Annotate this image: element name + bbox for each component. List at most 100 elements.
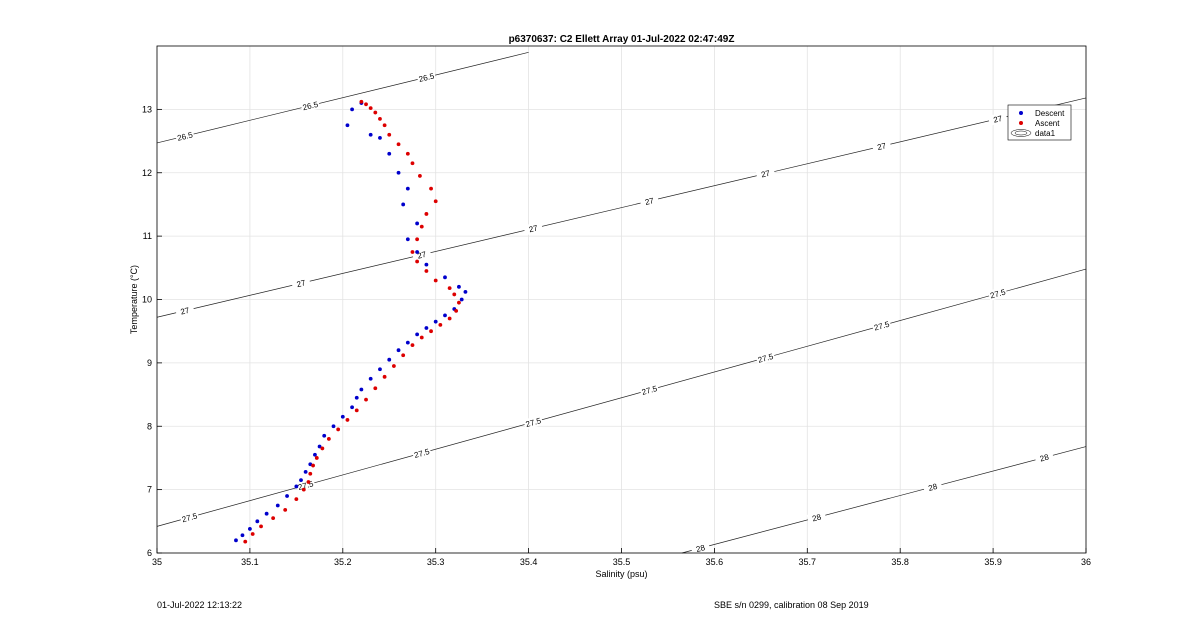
ascent-point [294,497,299,502]
descent-point [368,376,373,381]
descent-point [275,503,280,508]
legend-contour-icon-inner [1014,130,1028,136]
ascent-point [447,286,452,290]
contour-label-bg [755,350,776,366]
series-descent [234,101,468,543]
contour-label: 28 [695,543,706,554]
contour-label-bg [1034,450,1055,465]
descent-point [457,284,461,289]
contour-label-bg [291,276,311,291]
contour-label-bg [174,303,195,318]
y-tick-label: 9 [147,358,152,368]
contour-label: 28 [1039,452,1050,463]
ascent-point [308,471,313,476]
contour-label-bg [179,510,200,525]
contour-label: 28 [927,482,938,493]
contour-label: 27 [180,306,191,317]
descent-point [313,452,317,457]
contour-label-bg [639,194,660,208]
legend-box [1007,104,1072,141]
contour-label-bg [922,479,943,495]
descent-point [424,262,429,267]
ascent-point [429,329,433,334]
contour-label: 27.5 [181,511,199,524]
x-tick-label: 35.5 [613,557,631,567]
descent-point [401,202,406,207]
ascent-point [391,364,396,368]
contour-label: 27.5 [873,320,891,333]
x-tick-label: 35.3 [427,557,445,567]
contour-label: 27 [296,278,307,289]
ascent-point [419,335,424,340]
contour-label-bg [987,286,1008,301]
legend-marker-ascent [1019,121,1023,125]
x-tick-label: 35.1 [241,557,259,567]
ascent-point [418,174,422,178]
descent-point [459,297,464,302]
ascent-point [452,292,457,297]
ascent-point [364,102,368,107]
descent-point [255,519,260,524]
x-tick-label: 35.9 [984,557,1002,567]
contour-label: 27 [528,223,539,234]
y-tick-label: 7 [147,485,152,495]
descent-point [322,433,327,438]
descent-point [405,340,410,345]
descent-point [354,395,359,400]
x-tick-label: 35.8 [891,557,909,567]
contour-label-bg [987,111,1008,126]
contour-label-bg [174,129,195,144]
descent-point [424,326,429,330]
ascent-point [306,480,311,484]
descent-point [317,444,322,449]
descent-point [378,367,382,372]
contour-label-bg [300,98,321,113]
x-axis-label: Salinity (psu) [595,569,647,579]
ascent-point [447,316,452,321]
ascent-point [410,250,415,254]
footer-calibration: SBE s/n 0299, calibration 08 Sep 2019 [714,600,869,610]
descent-point [299,478,303,483]
descent-point [378,135,382,140]
descent-point [234,538,238,543]
ascent-point [410,161,415,166]
y-tick-label: 10 [142,295,152,305]
ascent-point [320,446,325,451]
contour-label-bg [871,318,892,333]
ascent-point [382,374,387,379]
ascent-point [378,116,382,121]
ascent-point [359,99,364,104]
contour-label: 27.5 [641,384,659,397]
contour-label-bg [871,139,892,154]
contour-label: 27 [992,114,1003,125]
contour-label: 27.5 [297,479,315,492]
descent-point [463,289,468,294]
footer-timestamp: 01-Jul-2022 12:13:22 [157,600,243,610]
contour-label: 27.5 [413,447,431,460]
descent-point [359,387,364,392]
ascent-point [311,463,315,468]
descent-point [415,250,420,254]
data-series [234,99,468,544]
descent-point [443,275,447,280]
contour-label-bg [411,445,432,461]
x-tick-label: 35.6 [706,557,724,567]
ascent-point [457,300,461,305]
y-tick-label: 12 [142,168,152,178]
x-tick-label: 35.7 [799,557,817,567]
ascent-point [405,151,410,156]
series-ascent [243,99,461,544]
contour-label: 26.5 [176,130,194,143]
ascent-point [373,386,378,391]
ascent-point [429,186,433,191]
ascent-point [345,418,350,422]
ascent-point [314,456,319,460]
ascent-point [433,278,438,283]
ascent-point [283,508,288,512]
descent-point [415,332,420,337]
ascent-point [415,237,420,242]
ascent-point [401,353,406,358]
contour-line-27 [156,97,1087,318]
ascent-point [396,142,401,147]
